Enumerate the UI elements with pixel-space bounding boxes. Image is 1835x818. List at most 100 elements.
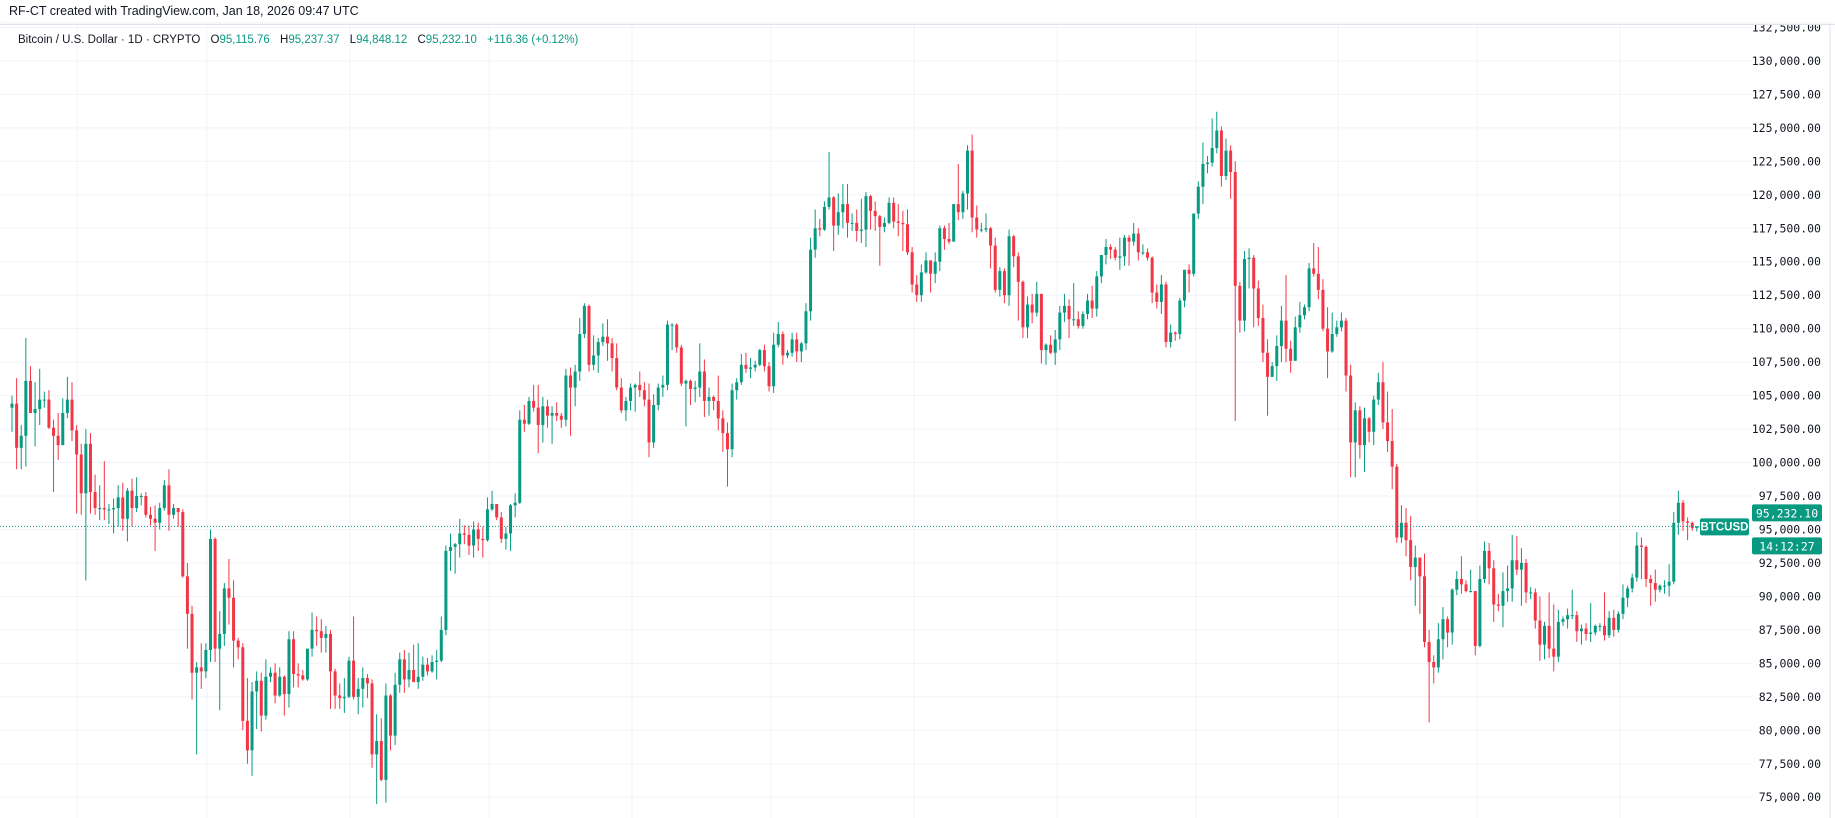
candle-body — [1427, 641, 1431, 663]
candle — [712, 395, 716, 411]
candle — [1210, 118, 1214, 167]
y-tick-label: 95,000.00 — [1759, 522, 1821, 536]
candle-body — [1598, 625, 1602, 627]
candle-body — [689, 380, 693, 389]
candle-body — [485, 509, 489, 541]
candle — [610, 338, 614, 372]
candle — [813, 209, 817, 258]
candle — [495, 504, 499, 521]
candle-body — [139, 496, 143, 498]
candle — [287, 631, 291, 708]
candle-body — [665, 324, 669, 385]
high-value: 95,237.37 — [288, 34, 340, 46]
candle-body — [338, 695, 342, 699]
candle-body — [241, 647, 245, 721]
candle-body — [1672, 522, 1676, 582]
candle — [98, 485, 102, 521]
candle — [527, 396, 531, 426]
candle — [1030, 293, 1034, 324]
candle — [139, 493, 143, 506]
candle — [268, 667, 272, 683]
candle — [596, 338, 600, 373]
candle — [1039, 293, 1043, 364]
candle-body — [536, 407, 540, 426]
candle-body — [1275, 346, 1279, 367]
candle — [338, 683, 342, 709]
candle — [301, 670, 305, 681]
candle — [1543, 621, 1547, 660]
candle-body — [1483, 550, 1487, 580]
candle-body — [702, 371, 706, 401]
candle-body — [970, 150, 974, 218]
candle — [522, 404, 526, 432]
candle — [1395, 463, 1399, 543]
candle — [467, 525, 471, 555]
y-tick-label: 120,000.00 — [1752, 188, 1821, 202]
candle — [836, 193, 840, 235]
candle — [1275, 335, 1279, 381]
candle — [1307, 263, 1311, 312]
candle — [638, 371, 642, 397]
candle — [1446, 616, 1450, 648]
candle-body — [1081, 313, 1085, 326]
candle — [536, 384, 540, 454]
candle-body — [776, 334, 780, 345]
candle — [758, 348, 762, 367]
candle-body — [1229, 150, 1233, 173]
bar-countdown: 14:12:27 — [1759, 539, 1814, 553]
candle-body — [42, 399, 46, 401]
candle-body — [1289, 348, 1293, 361]
candle-body — [910, 252, 914, 285]
price-axis-background[interactable] — [1752, 25, 1835, 818]
candle-body — [615, 358, 619, 388]
candle — [873, 201, 877, 231]
candle — [1049, 335, 1053, 355]
candle-body — [199, 667, 203, 672]
candle — [1672, 512, 1676, 585]
candle — [582, 303, 586, 339]
candle — [892, 197, 896, 229]
candle-body — [1150, 257, 1154, 293]
candle-body — [305, 648, 309, 680]
candle — [1561, 616, 1565, 626]
candle-body — [545, 406, 549, 416]
candle-body — [1109, 246, 1113, 250]
candle — [190, 605, 194, 700]
candle — [1621, 584, 1625, 620]
candle-body — [222, 588, 226, 634]
candle — [1469, 569, 1473, 593]
candle — [1109, 244, 1113, 260]
y-tick-label: 130,000.00 — [1752, 54, 1821, 68]
candle-body — [1543, 625, 1547, 645]
candle-body — [772, 344, 776, 387]
candle-body — [315, 629, 319, 632]
candle-body — [393, 684, 397, 736]
candle-body — [712, 396, 716, 401]
y-tick-label: 127,500.00 — [1752, 87, 1821, 101]
candle-body — [181, 512, 185, 577]
candle-body — [499, 517, 503, 539]
candle-body — [273, 672, 277, 696]
candle-body — [121, 497, 125, 519]
candle-body — [952, 204, 956, 242]
candle — [42, 391, 46, 408]
low-value: 94,848.12 — [356, 34, 408, 46]
candle-body — [439, 629, 443, 661]
candle — [1072, 283, 1076, 326]
candle-body — [1381, 382, 1385, 423]
candle-body — [670, 324, 674, 326]
candlestick-chart[interactable]: 132,500.00 130,000.00 127,500.00 125,000.00… — [0, 25, 1835, 818]
candle — [1450, 588, 1454, 645]
candle-body — [1422, 576, 1426, 642]
candle-body — [1132, 233, 1136, 242]
chart-pane[interactable]: 132,500.00 130,000.00 127,500.00 125,000.00… — [0, 24, 1835, 818]
candle — [462, 525, 466, 545]
candle-body — [855, 222, 859, 231]
candle-body — [1418, 557, 1422, 577]
candle — [342, 678, 346, 713]
candle-body — [112, 508, 116, 510]
candle-body — [1049, 344, 1053, 353]
candle — [1012, 234, 1016, 268]
candle — [1016, 252, 1020, 321]
candle — [15, 378, 19, 470]
